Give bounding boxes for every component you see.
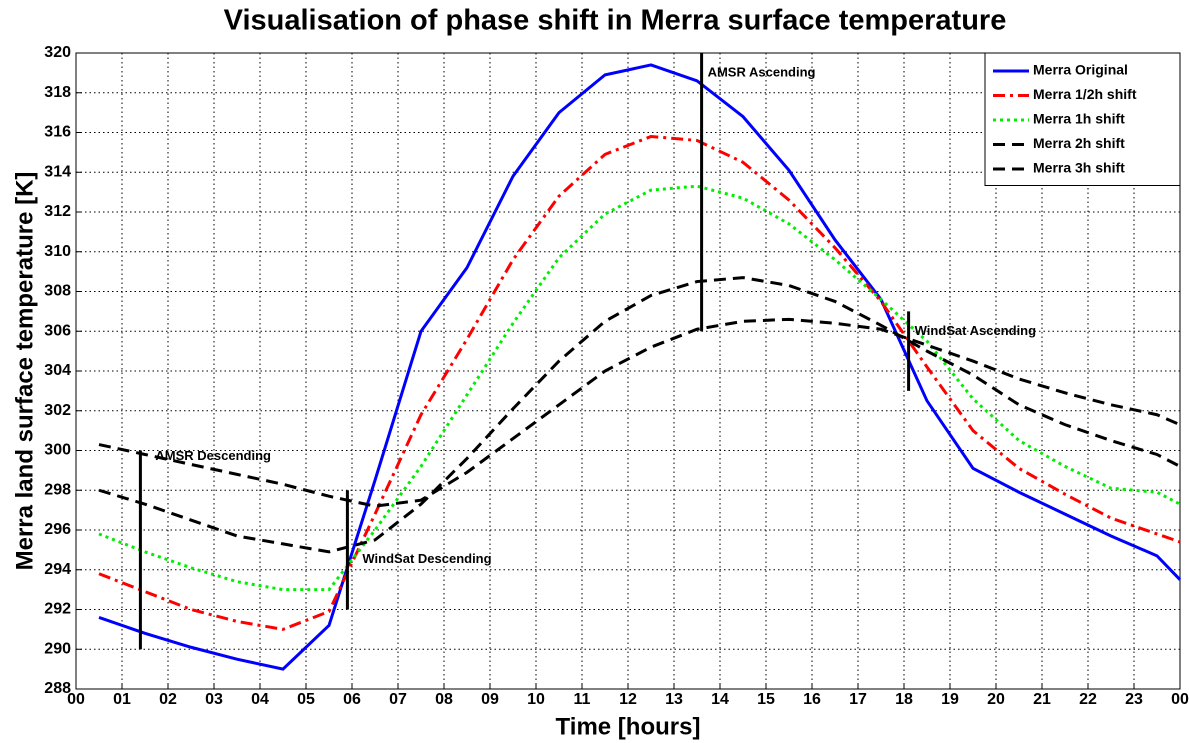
x-tick-label: 00: [1171, 691, 1189, 708]
y-tick-label: 310: [44, 243, 71, 260]
x-tick-label: 06: [343, 691, 361, 708]
series-line: [98, 184, 1181, 592]
legend-label: Merra Original: [1033, 62, 1128, 78]
x-tick-label: 22: [1079, 691, 1097, 708]
series-line: [98, 134, 1181, 631]
x-tick-label: 11: [574, 691, 591, 708]
legend-box: [984, 52, 1181, 186]
x-tick-label: 02: [159, 691, 177, 708]
y-tick-label: 308: [44, 283, 71, 300]
legend-label: Merra 1/2h shift: [1033, 86, 1137, 102]
legend-label: Merra 1h shift: [1033, 111, 1125, 127]
x-tick-label: 04: [251, 691, 269, 708]
annotation-label: AMSR Ascending: [708, 64, 816, 79]
series-line: [98, 276, 1181, 554]
y-tick-label: 318: [44, 84, 71, 101]
chart-title: Visualisation of phase shift in Merra su…: [224, 5, 1007, 37]
x-axis-label: Time [hours]: [556, 713, 701, 740]
x-tick-label: 20: [987, 691, 1005, 708]
x-tick-label: 10: [527, 691, 545, 708]
x-tick-label: 19: [941, 691, 959, 708]
y-tick-label: 292: [44, 601, 71, 618]
annotation-label: AMSR Descending: [155, 448, 271, 463]
x-tick-label: 17: [849, 691, 867, 708]
y-tick-label: 288: [44, 680, 71, 697]
x-tick-label: 05: [297, 691, 315, 708]
x-tick-label: 09: [481, 691, 499, 708]
x-tick-label: 08: [435, 691, 453, 708]
x-tick-label: 00: [67, 691, 85, 708]
y-tick-label: 296: [44, 521, 71, 538]
series-line: [98, 63, 1182, 671]
x-tick-label: 21: [1033, 691, 1051, 708]
x-tick-label: 14: [711, 691, 729, 708]
x-tick-label: 07: [389, 691, 407, 708]
x-tick-label: 23: [1125, 691, 1143, 708]
legend-label: Merra 2h shift: [1033, 135, 1125, 151]
x-tick-label: 16: [803, 691, 821, 708]
y-axis-label: Merra land surface temperature [K]: [11, 172, 38, 571]
y-tick-label: 302: [44, 402, 71, 419]
annotation-label: WindSat Descending: [362, 551, 491, 566]
x-tick-label: 01: [113, 691, 131, 708]
legend-label: Merra 3h shift: [1033, 160, 1125, 176]
x-tick-label: 03: [205, 691, 223, 708]
y-tick-label: 314: [44, 163, 71, 180]
x-tick-label: 13: [665, 691, 683, 708]
annotation-label: WindSat Ascending: [915, 323, 1037, 338]
y-tick-label: 306: [44, 322, 71, 339]
y-tick-label: 316: [44, 124, 71, 141]
x-tick-label: 18: [895, 691, 913, 708]
y-tick-label: 320: [44, 44, 71, 61]
x-tick-label: 15: [757, 691, 775, 708]
y-tick-label: 300: [44, 442, 71, 459]
y-tick-label: 312: [44, 203, 71, 220]
y-tick-label: 294: [44, 561, 71, 578]
y-tick-label: 290: [44, 640, 71, 657]
plot-frame: [75, 52, 1181, 690]
y-tick-label: 298: [44, 481, 71, 498]
x-tick-label: 12: [619, 691, 637, 708]
y-tick-label: 304: [44, 362, 71, 379]
